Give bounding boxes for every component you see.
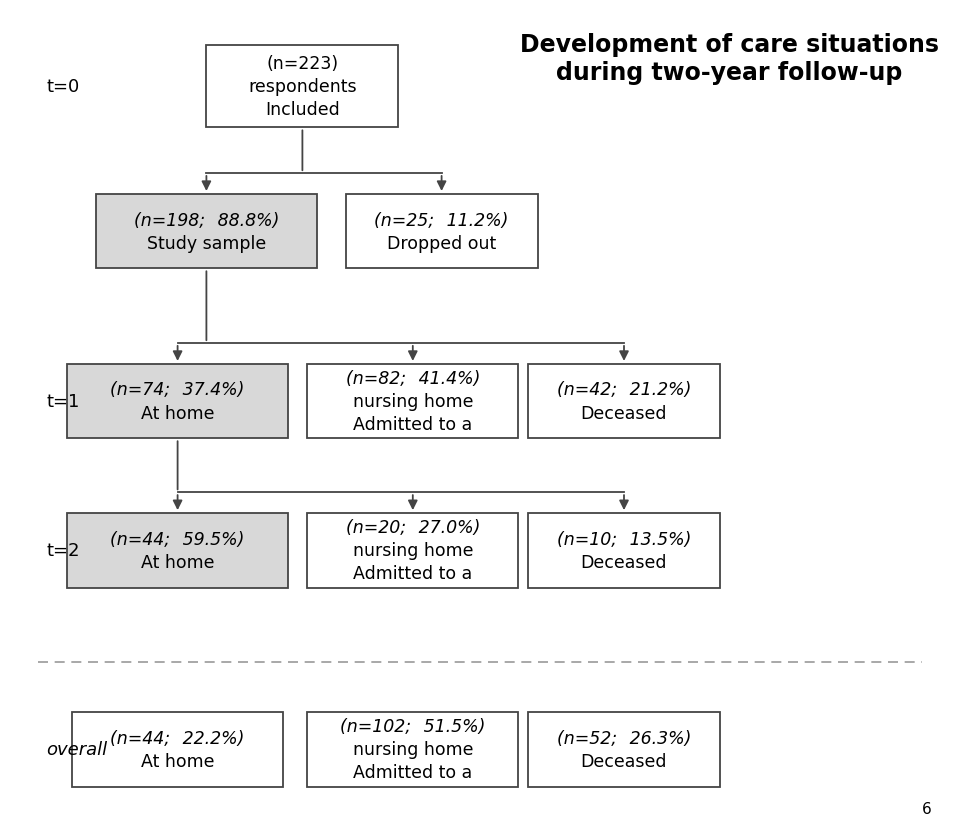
Text: 6: 6 — [922, 801, 931, 816]
Text: Study sample: Study sample — [147, 234, 266, 253]
Text: Development of care situations
during two-year follow-up: Development of care situations during tw… — [520, 33, 939, 84]
FancyBboxPatch shape — [528, 712, 720, 787]
Text: Dropped out: Dropped out — [387, 234, 496, 253]
Text: nursing home: nursing home — [352, 542, 473, 560]
Text: (n=52;   26.3%): (n=52; 26.3%) — [557, 729, 691, 747]
Text: (n=223): (n=223) — [266, 55, 339, 73]
Text: Deceased: Deceased — [581, 404, 667, 422]
Text: Deceased: Deceased — [581, 553, 667, 571]
Text: Admitted to a: Admitted to a — [353, 565, 472, 583]
FancyBboxPatch shape — [96, 195, 317, 269]
FancyBboxPatch shape — [307, 513, 518, 588]
Text: At home: At home — [141, 752, 214, 770]
Text: t=0: t=0 — [46, 78, 80, 96]
FancyBboxPatch shape — [307, 712, 518, 787]
Text: Admitted to a: Admitted to a — [353, 763, 472, 782]
Text: t=1: t=1 — [46, 392, 80, 411]
Text: At home: At home — [141, 553, 214, 571]
FancyBboxPatch shape — [67, 513, 288, 588]
Text: At home: At home — [141, 404, 214, 422]
Text: Admitted to a: Admitted to a — [353, 416, 472, 434]
FancyBboxPatch shape — [206, 46, 398, 128]
Text: (n=102;   51.5%): (n=102; 51.5%) — [340, 717, 486, 735]
FancyBboxPatch shape — [346, 195, 538, 269]
Text: respondents: respondents — [248, 78, 357, 96]
FancyBboxPatch shape — [528, 364, 720, 439]
FancyBboxPatch shape — [67, 364, 288, 439]
Text: (n=198;   88.8%): (n=198; 88.8%) — [133, 211, 279, 229]
Text: (n=42;   21.2%): (n=42; 21.2%) — [557, 381, 691, 399]
Text: (n=74;   37.4%): (n=74; 37.4%) — [110, 381, 245, 399]
Text: nursing home: nursing home — [352, 392, 473, 411]
FancyBboxPatch shape — [528, 513, 720, 588]
Text: (n=44;   59.5%): (n=44; 59.5%) — [110, 530, 245, 548]
Text: Deceased: Deceased — [581, 752, 667, 770]
Text: nursing home: nursing home — [352, 740, 473, 758]
Text: (n=20;   27.0%): (n=20; 27.0%) — [346, 518, 480, 537]
FancyBboxPatch shape — [72, 712, 283, 787]
Text: t=2: t=2 — [46, 542, 80, 560]
FancyBboxPatch shape — [307, 364, 518, 439]
Text: overall: overall — [46, 740, 108, 758]
Text: (n=10;   13.5%): (n=10; 13.5%) — [557, 530, 691, 548]
Text: (n=44;   22.2%): (n=44; 22.2%) — [110, 729, 245, 747]
Text: Included: Included — [265, 101, 340, 119]
Text: (n=25;   11.2%): (n=25; 11.2%) — [374, 211, 509, 229]
Text: (n=82;   41.4%): (n=82; 41.4%) — [346, 369, 480, 388]
